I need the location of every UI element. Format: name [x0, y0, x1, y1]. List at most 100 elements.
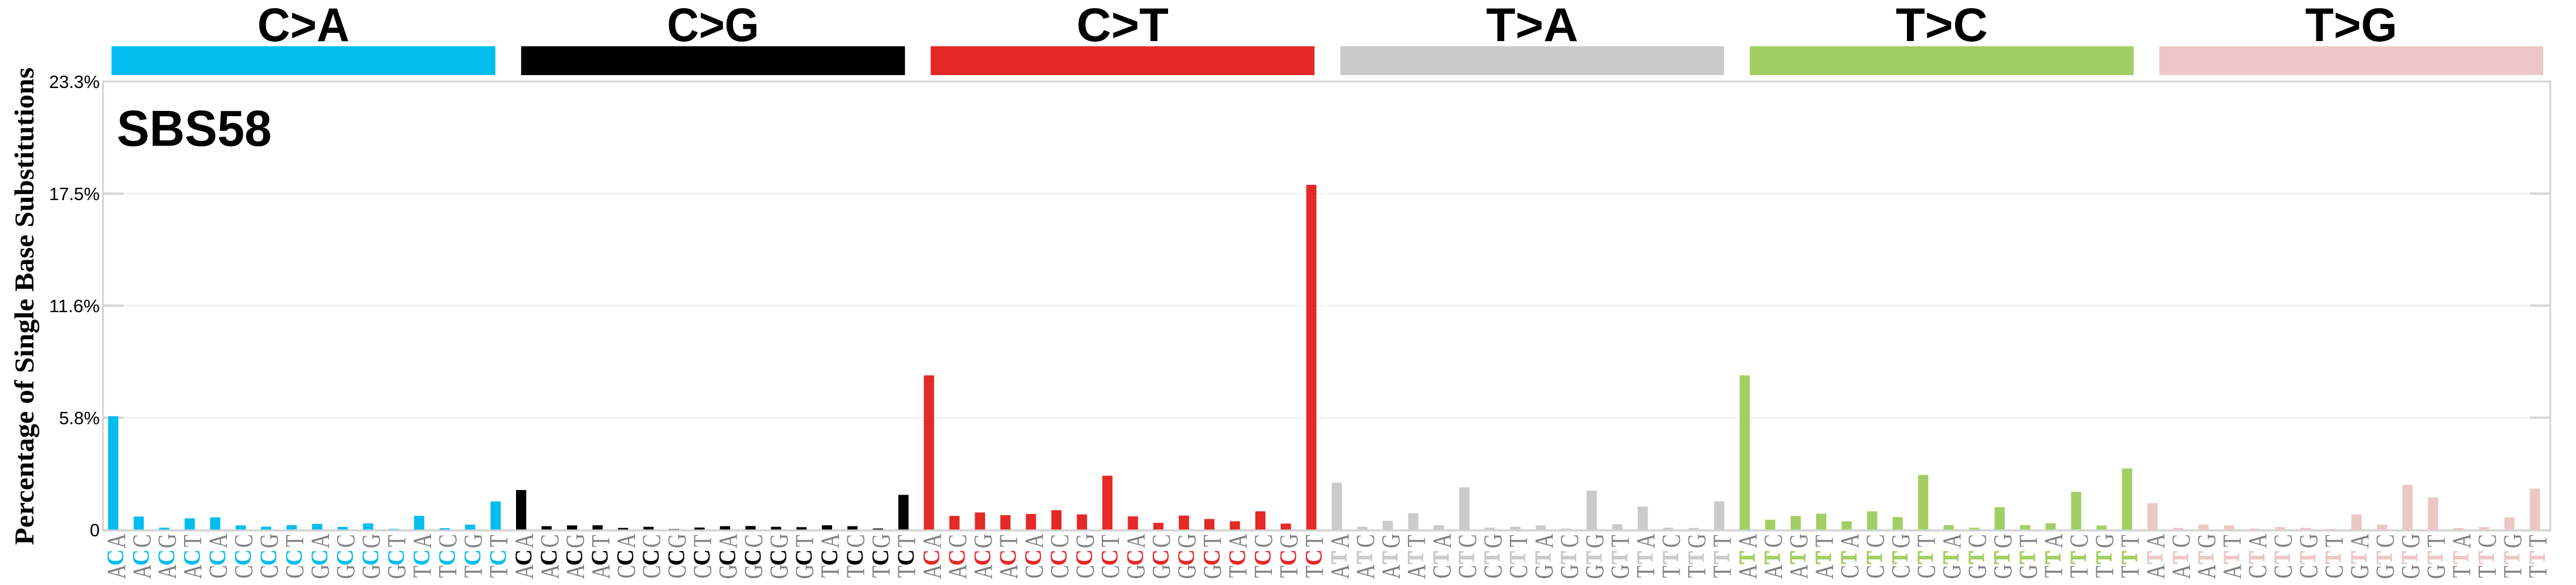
svg-text:A: A	[2141, 533, 2170, 548]
svg-text:C: C	[1071, 565, 1099, 579]
svg-text:C: C	[1657, 534, 1686, 547]
svg-text:C: C	[739, 534, 768, 547]
svg-text:T: T	[1326, 551, 1352, 564]
svg-text:G: G	[1580, 564, 1609, 579]
svg-text:C: C	[663, 565, 691, 579]
svg-text:A: A	[1224, 533, 1253, 548]
svg-text:A: A	[1376, 564, 1405, 579]
svg-text:C: C	[1224, 549, 1250, 566]
svg-text:T: T	[1708, 566, 1737, 578]
svg-text:G: G	[714, 564, 742, 579]
svg-text:C: C	[841, 534, 870, 547]
svg-text:T: T	[2498, 566, 2527, 578]
svg-text:C: C	[1504, 565, 1533, 579]
svg-text:G: G	[1198, 564, 1227, 579]
svg-text:T: T	[1224, 566, 1253, 578]
svg-text:T: T	[1836, 551, 1861, 564]
svg-text:C: C	[714, 549, 741, 566]
svg-text:C: C	[1351, 534, 1380, 547]
svg-text:T: T	[178, 535, 207, 547]
svg-text:G: G	[1173, 534, 1202, 549]
svg-text:G: G	[2371, 564, 2399, 579]
svg-text:T: T	[1530, 551, 1556, 564]
svg-text:C: C	[127, 534, 156, 547]
svg-text:T: T	[1709, 551, 1734, 564]
svg-text:C: C	[637, 534, 666, 547]
svg-text:A: A	[1631, 533, 1660, 548]
svg-text:A: A	[2039, 533, 2068, 548]
svg-text:G: G	[1147, 564, 1176, 579]
svg-text:G: G	[765, 534, 793, 549]
svg-text:T: T	[2218, 535, 2246, 547]
svg-text:T: T	[1862, 551, 1887, 564]
svg-text:T: T	[841, 566, 870, 578]
svg-text:C: C	[612, 565, 640, 579]
svg-text:C: C	[2320, 565, 2348, 579]
svg-text:C: C	[204, 565, 233, 579]
svg-text:G: G	[1937, 564, 1966, 579]
svg-text:C: C	[510, 549, 537, 566]
svg-text:T: T	[892, 566, 921, 578]
svg-text:T: T	[1300, 566, 1329, 578]
svg-text:G: G	[1478, 534, 1507, 549]
svg-text:C: C	[1122, 549, 1149, 566]
svg-text:T: T	[586, 535, 615, 547]
svg-text:T: T	[459, 566, 487, 578]
svg-text:G: G	[1122, 564, 1150, 579]
svg-text:T: T	[2090, 566, 2119, 578]
svg-text:A: A	[1122, 533, 1150, 548]
svg-text:G: G	[1988, 564, 2017, 579]
svg-text:G: G	[969, 534, 997, 549]
svg-text:T: T	[790, 535, 819, 547]
svg-text:C: C	[230, 549, 256, 566]
svg-text:C: C	[1453, 565, 1482, 579]
svg-text:G: G	[2422, 564, 2451, 579]
svg-text:T: T	[1352, 551, 1377, 564]
svg-text:C: C	[995, 549, 1021, 566]
svg-text:G: G	[1886, 534, 1915, 549]
svg-text:T: T	[1682, 566, 1711, 578]
svg-text:T: T	[1607, 551, 1632, 564]
svg-text:A: A	[1784, 564, 1813, 579]
svg-text:T: T	[2320, 535, 2348, 547]
svg-text:A: A	[408, 533, 436, 548]
svg-text:A: A	[612, 533, 640, 548]
svg-text:G: G	[663, 534, 691, 549]
svg-text:C: C	[535, 534, 564, 547]
svg-text:A: A	[2141, 564, 2170, 579]
svg-text:C: C	[841, 549, 868, 566]
svg-text:T: T	[2117, 551, 2142, 564]
svg-text:G: G	[306, 564, 335, 579]
svg-text:C: C	[688, 565, 717, 579]
svg-text:G: G	[1275, 534, 1304, 549]
svg-text:G: G	[1580, 534, 1609, 549]
svg-text:T: T	[816, 566, 844, 578]
svg-text:C: C	[280, 565, 309, 579]
svg-text:T: T	[2066, 551, 2091, 564]
svg-text:A: A	[127, 564, 156, 579]
svg-text:T: T	[1964, 551, 1989, 564]
svg-text:C: C	[2473, 534, 2502, 547]
svg-text:G: G	[2345, 564, 2374, 579]
svg-text:T: T	[1887, 551, 1912, 564]
svg-text:A: A	[969, 564, 997, 579]
svg-text:T: T	[1096, 535, 1125, 547]
svg-text:T: T	[1683, 551, 1708, 564]
svg-text:A: A	[714, 533, 742, 548]
svg-text:C: C	[561, 549, 588, 566]
svg-text:C: C	[433, 534, 462, 547]
svg-text:C: C	[485, 549, 511, 566]
svg-text:T: T	[1300, 535, 1329, 547]
svg-text:A: A	[561, 564, 589, 579]
svg-text:T: T	[433, 566, 462, 578]
svg-text:C: C	[2167, 534, 2195, 547]
svg-text:A: A	[535, 564, 564, 579]
svg-text:C: C	[1555, 534, 1584, 547]
svg-text:C: C	[306, 549, 332, 566]
svg-text:A: A	[102, 533, 131, 548]
svg-text:T: T	[2193, 551, 2218, 564]
svg-text:Percentage of Single Base Subs: Percentage of Single Base Substitutions	[9, 67, 40, 545]
svg-text:A: A	[1020, 533, 1048, 548]
svg-text:C: C	[332, 549, 358, 566]
svg-text:T: T	[2142, 551, 2167, 564]
